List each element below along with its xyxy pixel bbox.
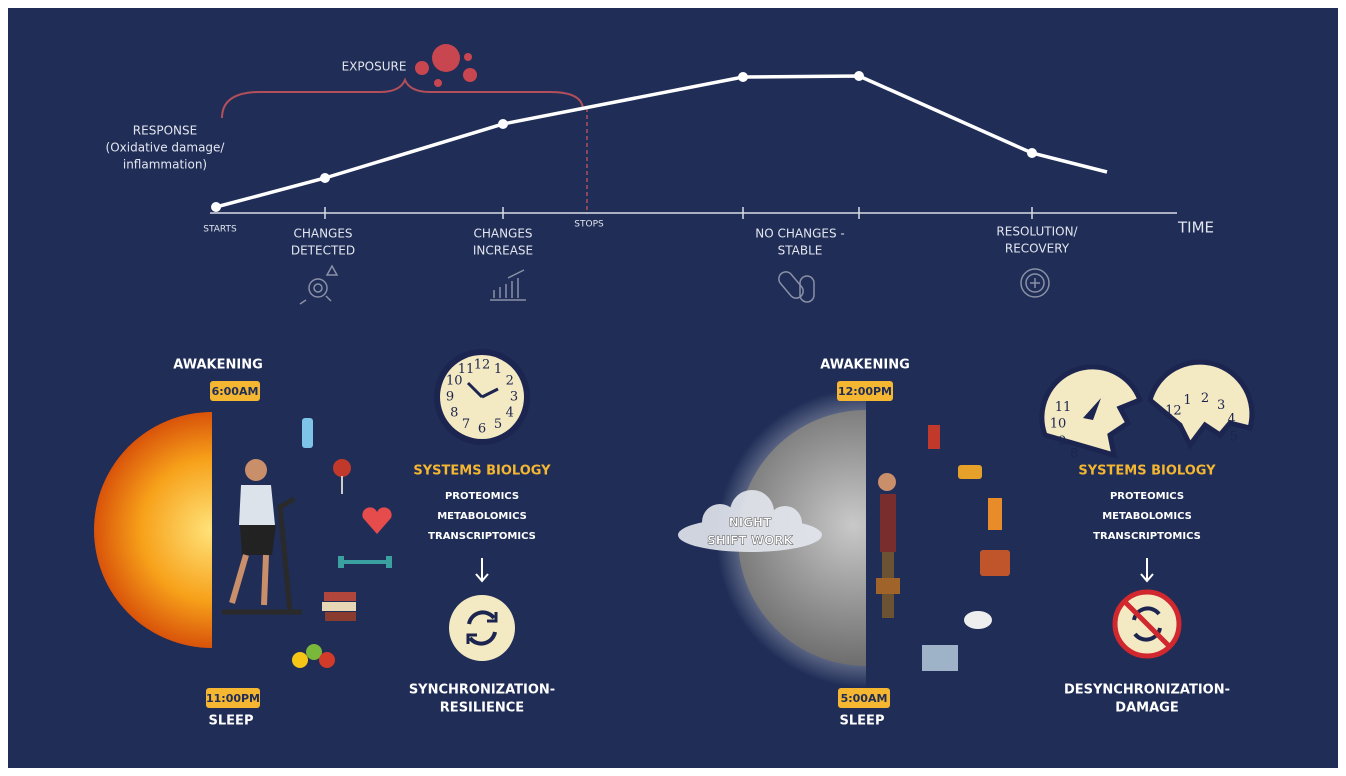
page: EXPOSURE RESPONSE (Oxidative damage/ inf… <box>0 0 1346 776</box>
clock-number: 11 <box>1055 400 1072 415</box>
axis-label: TIME <box>1177 219 1214 237</box>
decoration <box>302 418 313 448</box>
cloud-text: NIGHT <box>729 516 772 530</box>
decoration <box>386 556 392 568</box>
decoration <box>876 578 900 594</box>
omics-item: METABOLOMICS <box>437 511 527 522</box>
decoration <box>880 494 896 552</box>
stage-label: RESOLUTION/ <box>996 225 1078 239</box>
systems-biology: SYSTEMS BIOLOGY <box>1078 464 1216 479</box>
decoration <box>980 550 1010 576</box>
clock-number: 1 <box>1183 393 1191 408</box>
clock-number: 11 <box>458 362 475 377</box>
omics-item: TRANSCRIPTOMICS <box>428 531 536 542</box>
clock-number: 7 <box>462 417 470 432</box>
decoration <box>449 595 515 661</box>
clock-number: 10 <box>1050 417 1067 432</box>
decoration <box>854 71 864 81</box>
decoration <box>325 612 356 621</box>
clock-number: 8 <box>450 406 458 421</box>
omics-item: PROTEOMICS <box>445 491 519 502</box>
decoration <box>240 525 276 555</box>
clock-number: 5 <box>1229 429 1237 444</box>
stage-label: STABLE <box>778 244 823 258</box>
stage-label: STOPS <box>574 220 604 230</box>
clock-number: 12 <box>1165 403 1182 418</box>
clock-number: 3 <box>510 390 518 405</box>
outcome-label: SYNCHRONIZATION- <box>409 683 555 698</box>
stage-label: DETECTED <box>291 244 355 258</box>
awakening-label: AWAKENING <box>173 358 263 373</box>
no-sync-icon <box>1115 592 1179 656</box>
omics-item: PROTEOMICS <box>1110 491 1184 502</box>
decoration <box>988 498 1002 530</box>
stage-label: RECOVERY <box>1005 242 1070 256</box>
stage-label: CHANGES <box>473 227 532 241</box>
decoration <box>463 68 477 82</box>
decoration <box>239 485 275 525</box>
clock-number: 9 <box>1058 434 1066 449</box>
wake-time: 12:00PM <box>838 385 892 398</box>
decoration <box>324 592 356 601</box>
clock-number: 2 <box>506 374 514 389</box>
cloud-text: SHIFT WORK <box>707 534 793 548</box>
decoration <box>292 652 308 668</box>
decoration <box>320 173 330 183</box>
sleep-time: 5:00AM <box>841 692 888 705</box>
decoration <box>878 473 896 491</box>
decoration <box>928 425 940 449</box>
decoration <box>245 459 267 481</box>
decoration <box>415 61 429 75</box>
clock-number: 2 <box>1201 391 1209 406</box>
stage-label: CHANGES <box>293 227 352 241</box>
decoration <box>338 556 344 568</box>
omics-item: TRANSCRIPTOMICS <box>1093 531 1201 542</box>
decoration <box>464 53 472 61</box>
decoration <box>211 202 221 212</box>
decoration <box>333 459 351 477</box>
outcome-label: RESILIENCE <box>440 701 524 716</box>
sleep-label: SLEEP <box>209 714 254 729</box>
stage-label: NO CHANGES - <box>755 227 844 241</box>
clock-number: 12 <box>474 358 491 373</box>
response-label: inflammation) <box>123 158 207 172</box>
decoration <box>1027 148 1037 158</box>
decoration <box>738 72 748 82</box>
clock-number: 6 <box>478 422 486 437</box>
clock-number: 4 <box>1227 412 1235 427</box>
omics-item: METABOLOMICS <box>1102 511 1192 522</box>
clock-number: 1 <box>494 362 502 377</box>
exposure-label: EXPOSURE <box>342 60 407 74</box>
wake-time: 6:00AM <box>212 385 259 398</box>
clock-number: 8 <box>1070 447 1078 462</box>
outcome-label: DESYNCHRONIZATION- <box>1064 683 1230 698</box>
decoration <box>319 652 335 668</box>
decoration <box>322 602 356 611</box>
clock-number: 3 <box>1217 398 1225 413</box>
awakening-label: AWAKENING <box>820 358 910 373</box>
decoration <box>958 465 982 479</box>
sleep-label: SLEEP <box>840 714 885 729</box>
clock-number: 5 <box>494 417 502 432</box>
decoration <box>922 645 958 671</box>
sync-icon <box>449 595 515 661</box>
sleep-time: 11:00PM <box>206 692 260 705</box>
outcome-label: DAMAGE <box>1115 701 1178 716</box>
clock-number: 4 <box>506 406 514 421</box>
decoration <box>432 44 460 72</box>
stage-label: STARTS <box>203 225 237 235</box>
response-label: RESPONSE <box>133 124 197 138</box>
infographic: EXPOSURE RESPONSE (Oxidative damage/ inf… <box>0 0 1346 776</box>
stage-label: INCREASE <box>473 244 533 258</box>
decoration <box>964 611 992 629</box>
decoration <box>434 79 442 87</box>
clock-number: 9 <box>446 390 454 405</box>
systems-biology: SYSTEMS BIOLOGY <box>413 464 551 479</box>
response-label: (Oxidative damage/ <box>106 141 226 155</box>
decoration <box>498 119 508 129</box>
